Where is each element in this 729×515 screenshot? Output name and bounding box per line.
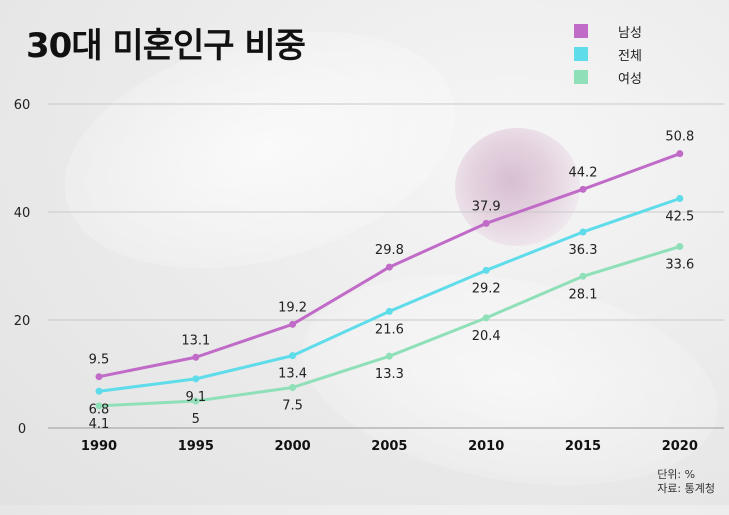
data-label: 21.6: [375, 322, 404, 337]
data-point: [676, 150, 684, 158]
data-point: [192, 397, 200, 405]
y-tick-label: 20: [14, 314, 31, 329]
data-label: 9.5: [89, 353, 110, 368]
data-point: [385, 352, 393, 360]
data-point: [385, 307, 393, 315]
data-point: [579, 228, 587, 236]
legend: 남성 전체 여성: [574, 20, 642, 89]
y-tick-label: 0: [18, 422, 26, 437]
legend-item-male: 남성: [574, 20, 642, 42]
data-label: 44.2: [569, 165, 598, 180]
data-label: 5: [192, 412, 200, 427]
data-label: 33.6: [665, 258, 694, 273]
data-point: [289, 352, 297, 360]
data-label: 19.2: [278, 300, 307, 315]
data-label: 6.8: [89, 402, 110, 417]
source-note: 자료: 통계청: [657, 482, 715, 495]
data-label: 50.8: [665, 130, 694, 145]
data-label: 4.1: [89, 417, 110, 432]
data-label: 37.9: [472, 199, 501, 214]
data-label: 42.5: [665, 210, 694, 225]
data-label: 9.1: [185, 390, 206, 405]
data-point: [95, 373, 103, 381]
legend-label-female: 여성: [618, 71, 642, 87]
unit-note: 단위: %: [657, 468, 696, 481]
legend-item-total: 전체: [574, 43, 642, 65]
footer-note: 단위: % 자료: 통계청: [657, 468, 715, 496]
data-label: 13.1: [181, 333, 210, 348]
legend-label-total: 전체: [618, 48, 642, 64]
data-point: [289, 384, 297, 391]
data-point: [289, 320, 297, 328]
x-tick-label: 2010: [468, 439, 504, 454]
y-tick-label: 60: [14, 98, 31, 113]
data-point: [482, 314, 490, 322]
legend-label-male: 남성: [618, 25, 642, 41]
rose-image: [455, 128, 580, 246]
data-point: [482, 266, 490, 274]
x-tick-label: 2005: [371, 439, 407, 454]
legend-swatch-total: [574, 47, 588, 61]
x-tick-label: 2000: [275, 439, 311, 454]
legend-swatch-female: [574, 70, 588, 84]
data-label: 7.5: [282, 399, 303, 414]
data-point: [95, 387, 103, 395]
x-tick-label: 2015: [565, 439, 601, 454]
data-point: [482, 219, 490, 227]
x-tick-label: 1995: [178, 439, 214, 454]
y-tick-label: 40: [14, 206, 31, 221]
data-point: [95, 402, 103, 410]
legend-item-female: 여성: [574, 66, 642, 88]
data-label: 28.1: [569, 287, 598, 302]
data-point: [676, 195, 684, 202]
data-label: 29.8: [375, 243, 404, 258]
data-point: [385, 263, 393, 271]
chart-title: 30대 미혼인구 비중: [26, 26, 306, 66]
data-point: [579, 272, 587, 280]
x-tick-label: 1990: [81, 439, 117, 454]
data-label: 36.3: [569, 243, 598, 258]
data-label: 13.3: [375, 367, 404, 382]
data-point: [192, 353, 200, 361]
data-label: 20.4: [472, 329, 501, 344]
data-point: [579, 185, 587, 193]
x-tick-label: 2020: [662, 439, 698, 454]
data-label: 13.4: [278, 367, 307, 382]
data-point: [676, 243, 684, 251]
legend-swatch-male: [574, 24, 588, 38]
data-point: [192, 375, 200, 383]
data-label: 29.2: [472, 281, 501, 296]
